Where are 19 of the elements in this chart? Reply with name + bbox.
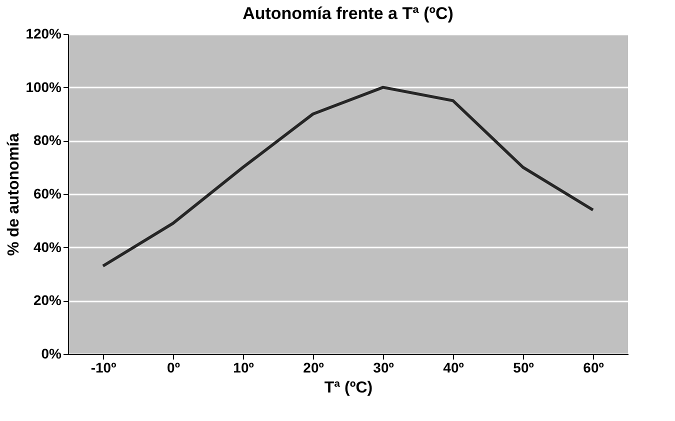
x-tick-label: 30º: [373, 360, 394, 376]
x-tick-label: 0º: [167, 360, 180, 376]
y-tick-label: 40%: [33, 238, 62, 255]
y-tick-label: 20%: [33, 292, 62, 308]
x-tick-label: 10º: [233, 360, 254, 376]
y-tick-label: 60%: [33, 186, 62, 202]
x-axis-title: Tª (ºC): [324, 380, 373, 396]
y-tick-label: 0%: [41, 346, 62, 362]
x-tick-label: 20º: [303, 360, 324, 376]
x-tick-label: -10º: [90, 360, 116, 376]
y-tick-label: 100%: [26, 78, 62, 95]
x-tick-label: 60º: [583, 360, 604, 376]
line-series: [102, 86, 594, 268]
y-axis-title: % de autonomía: [6, 133, 23, 256]
chart-title: Autonomía frente a Tª (ºC): [242, 4, 454, 23]
y-tick-label: 80%: [33, 132, 62, 148]
y-tick-label: 120%: [26, 26, 62, 42]
x-tick-label: 40º: [443, 360, 464, 376]
x-tick-label: 50º: [513, 360, 534, 376]
